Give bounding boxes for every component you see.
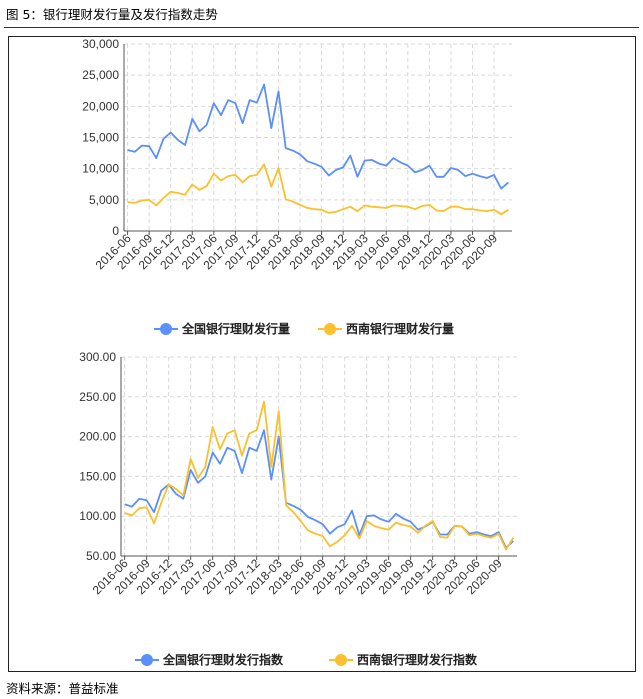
legend-swatch-marker (141, 654, 153, 666)
legend-label: 西南银行理财发行量 (346, 321, 454, 336)
y-tick-label: 250.00 (79, 390, 116, 404)
issuance-volume-chart: 05,00010,00015,00020,00025,00030,0002016… (82, 37, 512, 336)
series-line (127, 163, 509, 216)
y-tick-label: 20,000 (82, 99, 119, 113)
issuance-index-chart: 50.00100.00150.00200.00250.00300.002016-… (79, 350, 517, 667)
series-line (127, 83, 509, 190)
y-tick-label: 100.00 (79, 509, 116, 523)
series-line (124, 400, 515, 551)
legend-label: 全国银行理财发行指数 (162, 652, 284, 667)
series-line (124, 429, 514, 549)
y-tick-label: 25,000 (82, 68, 119, 82)
y-tick-label: 300.00 (79, 350, 116, 364)
legend-swatch-marker (335, 654, 347, 666)
legend-label: 西南银行理财发行指数 (357, 652, 478, 667)
legend-label: 全国银行理财发行量 (181, 321, 290, 336)
figure-title: 图 5：银行理财发行量及发行指数走势 (6, 7, 218, 22)
y-tick-label: 50.00 (86, 549, 116, 563)
y-tick-label: 5,000 (89, 193, 119, 207)
y-tick-label: 10,000 (82, 162, 119, 176)
legend-swatch-marker (160, 323, 172, 335)
y-tick-label: 30,000 (82, 37, 119, 51)
y-tick-label: 15,000 (82, 131, 119, 145)
y-tick-label: 200.00 (79, 430, 116, 444)
figure-frame (8, 36, 636, 672)
title-rule (4, 27, 639, 28)
legend-swatch-marker (324, 323, 336, 335)
y-tick-label: 0 (112, 224, 119, 238)
source-note: 资料来源：普益标准 (6, 681, 119, 696)
y-tick-label: 150.00 (79, 469, 116, 483)
